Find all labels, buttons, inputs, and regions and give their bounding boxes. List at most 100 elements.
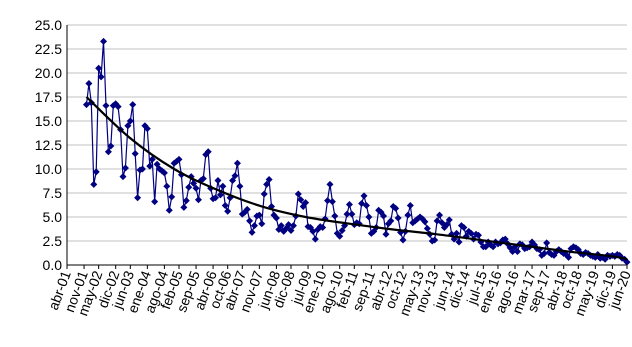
data-point — [311, 235, 319, 243]
data-point — [131, 150, 139, 158]
y-tick-label: 17.5 — [35, 89, 62, 105]
trend-curve — [85, 96, 628, 261]
data-point — [453, 229, 461, 237]
data-point — [540, 249, 548, 257]
y-tick-label: 25.0 — [35, 17, 62, 33]
data-point — [216, 191, 224, 199]
data-point — [543, 239, 551, 247]
data-point — [85, 80, 93, 88]
data-point — [294, 190, 302, 198]
data-point — [272, 214, 280, 222]
data-point — [421, 218, 429, 226]
y-tick-label: 10.0 — [35, 161, 62, 177]
data-point — [199, 175, 207, 183]
data-point — [265, 176, 273, 184]
data-point — [399, 236, 407, 244]
x-axis: abr-01nov-01may-02dic-02jun-03ene-04ago-… — [45, 264, 632, 318]
data-point — [277, 222, 285, 230]
data-point — [443, 221, 451, 229]
data-point — [423, 225, 431, 233]
data-point — [392, 204, 400, 212]
y-tick-label: 2.5 — [43, 233, 63, 249]
data-point — [431, 236, 439, 244]
data-point — [302, 199, 310, 207]
data-point — [289, 222, 297, 230]
data-point — [338, 226, 346, 234]
trend-line — [85, 96, 628, 261]
data-point — [90, 180, 98, 188]
data-point — [404, 211, 412, 219]
y-tick-label: 7.5 — [43, 185, 63, 201]
data-point — [263, 180, 271, 188]
data-point — [287, 226, 295, 234]
data-point — [382, 230, 390, 238]
data-point — [455, 238, 463, 246]
data-point — [219, 182, 227, 190]
data-point — [623, 258, 631, 266]
data-point — [501, 235, 509, 243]
y-tick-label: 22.5 — [35, 41, 62, 57]
data-point — [104, 148, 112, 156]
data-point — [467, 229, 475, 237]
data-point — [168, 193, 176, 201]
y-tick-label: 5.0 — [43, 209, 63, 225]
data-point — [297, 196, 305, 204]
data-point — [255, 211, 263, 219]
data-point — [326, 180, 334, 188]
y-tick-label: 12.5 — [35, 137, 62, 153]
data-point — [474, 231, 482, 239]
data-point — [489, 243, 497, 251]
data-point — [153, 160, 161, 168]
data-point — [121, 164, 129, 172]
data-point — [97, 73, 105, 81]
y-tick-label: 15.0 — [35, 113, 62, 129]
data-point — [509, 248, 517, 256]
data-point — [513, 248, 521, 256]
data-point — [124, 122, 132, 130]
data-point — [194, 196, 202, 204]
data-point — [165, 206, 173, 214]
data-point — [336, 232, 344, 240]
data-point — [460, 224, 468, 232]
data-point — [119, 173, 127, 181]
data-point — [360, 192, 368, 200]
data-point — [182, 197, 190, 205]
data-point — [185, 183, 193, 191]
data-point — [260, 190, 268, 198]
data-point — [107, 142, 115, 150]
y-tick-label: 20.0 — [35, 65, 62, 81]
data-point — [362, 201, 370, 209]
data-point — [328, 198, 336, 206]
data-point — [246, 217, 254, 225]
data-point — [221, 201, 229, 209]
data-point — [163, 182, 171, 190]
data-point — [331, 212, 339, 220]
data-point — [387, 217, 395, 225]
y-axis: 0.0 2.5 5.0 7.5 10.0 12.5 15.0 17.5 20.0 22.5 25.0 — [35, 17, 68, 273]
data-point — [365, 213, 373, 221]
data-point — [102, 102, 110, 110]
data-point — [92, 168, 100, 176]
data-point — [138, 165, 146, 173]
data-point — [285, 221, 293, 229]
data-point — [212, 194, 220, 202]
data-point — [233, 159, 241, 167]
data-point — [180, 203, 188, 211]
data-point — [134, 194, 142, 202]
data-point — [601, 255, 609, 263]
data-point — [143, 125, 151, 133]
data-point — [146, 162, 154, 170]
data-point — [345, 201, 353, 209]
data-point — [229, 177, 237, 185]
data-point — [175, 155, 183, 163]
y-tick-label: 0.0 — [43, 257, 63, 273]
data-point — [248, 228, 256, 236]
data-point — [151, 198, 159, 206]
data-point — [243, 205, 251, 213]
data-point — [190, 179, 198, 187]
data-point — [114, 103, 122, 111]
data-point — [394, 214, 402, 222]
data-point — [319, 224, 327, 232]
data-point — [129, 101, 137, 109]
